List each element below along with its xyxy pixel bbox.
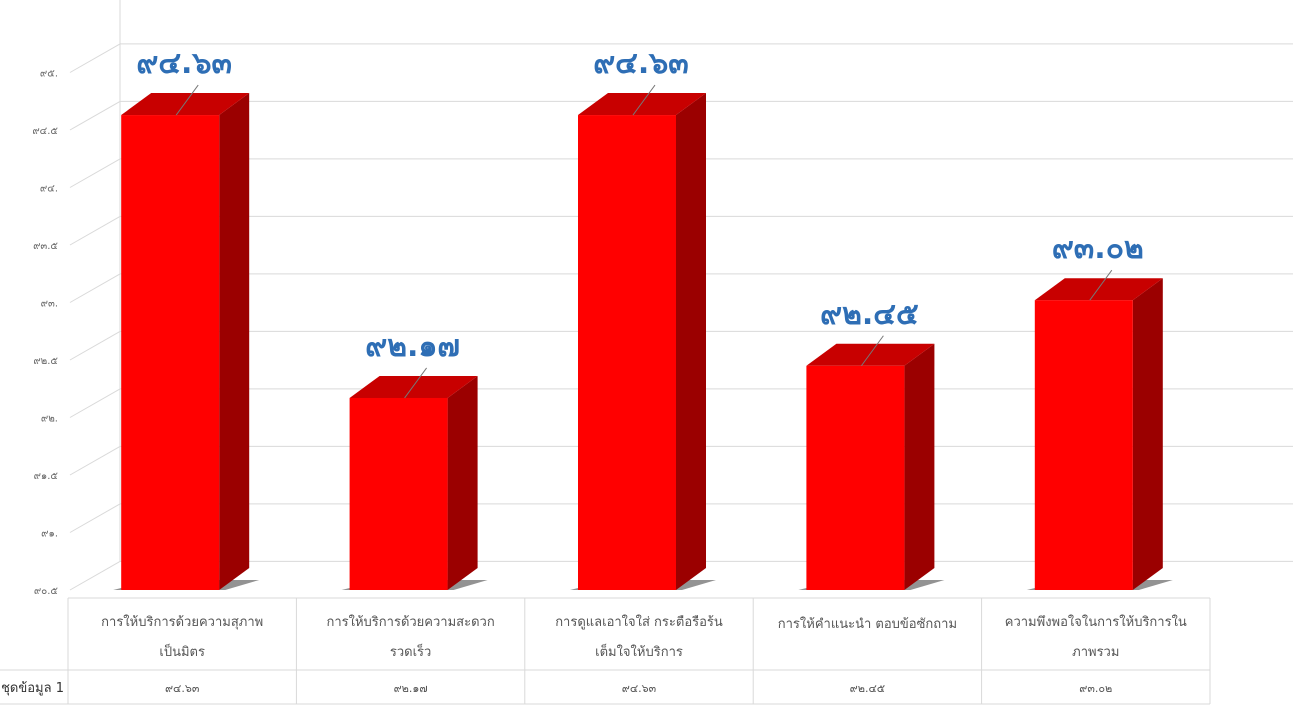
gridline-depth <box>69 215 121 246</box>
gridline-depth <box>69 273 121 303</box>
gridline-depth <box>69 158 121 188</box>
bar-top <box>121 93 250 116</box>
y-tick-label: ๙๓.๕ <box>33 241 58 252</box>
y-tick-label: ๙๑. <box>41 529 58 540</box>
bar <box>349 397 448 590</box>
gridline-depth <box>69 388 121 418</box>
series-row-label: ชุดข้อมูล 1 <box>1 681 64 696</box>
bar <box>578 115 676 591</box>
category-label: รวดเร็ว <box>390 642 431 660</box>
table-value: ๙๒.๑๗ <box>394 682 428 695</box>
category-label: เต็มใจให้บริการ <box>595 642 683 660</box>
y-tick-label: ๙๑.๕ <box>34 471 59 482</box>
gridline-depth <box>69 503 121 533</box>
category-label: การให้บริการด้วยความสะดวก <box>326 614 494 630</box>
table-value: ๙๔.๖๓ <box>622 682 656 695</box>
table-value: ๙๔.๖๓ <box>165 682 199 695</box>
gridline-depth <box>69 445 121 476</box>
category-label: ความพึงพอใจในการให้บริการใน <box>1005 614 1187 630</box>
gridline-depth <box>69 560 121 591</box>
data-label-leader <box>175 84 199 116</box>
y-tick-label: ๙๐.๕ <box>34 586 59 597</box>
y-tick-label: ๙๕. <box>40 69 58 80</box>
category-label: การดูแลเอาใจใส่ กระตือรือร้น <box>555 614 723 630</box>
bar-top <box>806 343 935 366</box>
category-label: ภาพรวม <box>1072 645 1119 660</box>
bar-side <box>219 93 250 591</box>
bar <box>121 115 220 591</box>
bar-top <box>1034 278 1163 301</box>
table-value: ๙๓.๐๒ <box>1079 682 1112 695</box>
bar-side <box>676 93 706 591</box>
data-label: ๙๔.๖๓ <box>593 46 689 81</box>
data-label-leader <box>860 335 884 367</box>
bar-side <box>447 375 478 590</box>
gridline-depth <box>69 330 121 361</box>
bar <box>1034 300 1133 590</box>
bar-top <box>349 375 478 398</box>
data-label: ๙๓.๐๒ <box>1052 231 1144 266</box>
y-tick-label: ๙๓. <box>41 299 58 310</box>
bar <box>806 365 905 590</box>
data-label: ๙๒.๑๗ <box>365 329 460 364</box>
data-label-leader <box>632 84 656 116</box>
data-label-leader <box>404 367 428 399</box>
data-label: ๙๔.๖๓ <box>136 46 232 81</box>
y-tick-label: ๙๔. <box>40 184 58 195</box>
bar-side <box>904 343 935 590</box>
y-tick-label: ๙๒.๕ <box>33 356 58 367</box>
bar-side <box>1132 278 1163 590</box>
gridline-depth <box>69 100 121 131</box>
data-label: ๙๒.๔๕ <box>820 297 919 332</box>
y-tick-label: ๙๒. <box>41 414 58 425</box>
category-label: การให้บริการด้วยความสุภาพ <box>101 614 263 630</box>
category-label: การให้คำแนะนำ ตอบข้อซักถาม <box>778 616 957 632</box>
gridline-depth <box>69 43 121 73</box>
data-label-leader <box>1089 269 1113 301</box>
y-tick-label: ๙๔.๕ <box>32 126 58 137</box>
table-value: ๙๒.๔๕ <box>850 682 885 695</box>
bar-top <box>578 93 706 116</box>
category-label: เป็นมิตร <box>159 642 205 660</box>
